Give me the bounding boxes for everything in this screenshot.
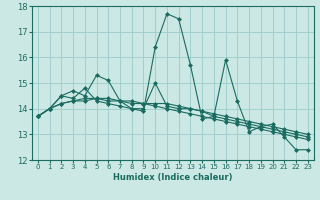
X-axis label: Humidex (Indice chaleur): Humidex (Indice chaleur) bbox=[113, 173, 233, 182]
